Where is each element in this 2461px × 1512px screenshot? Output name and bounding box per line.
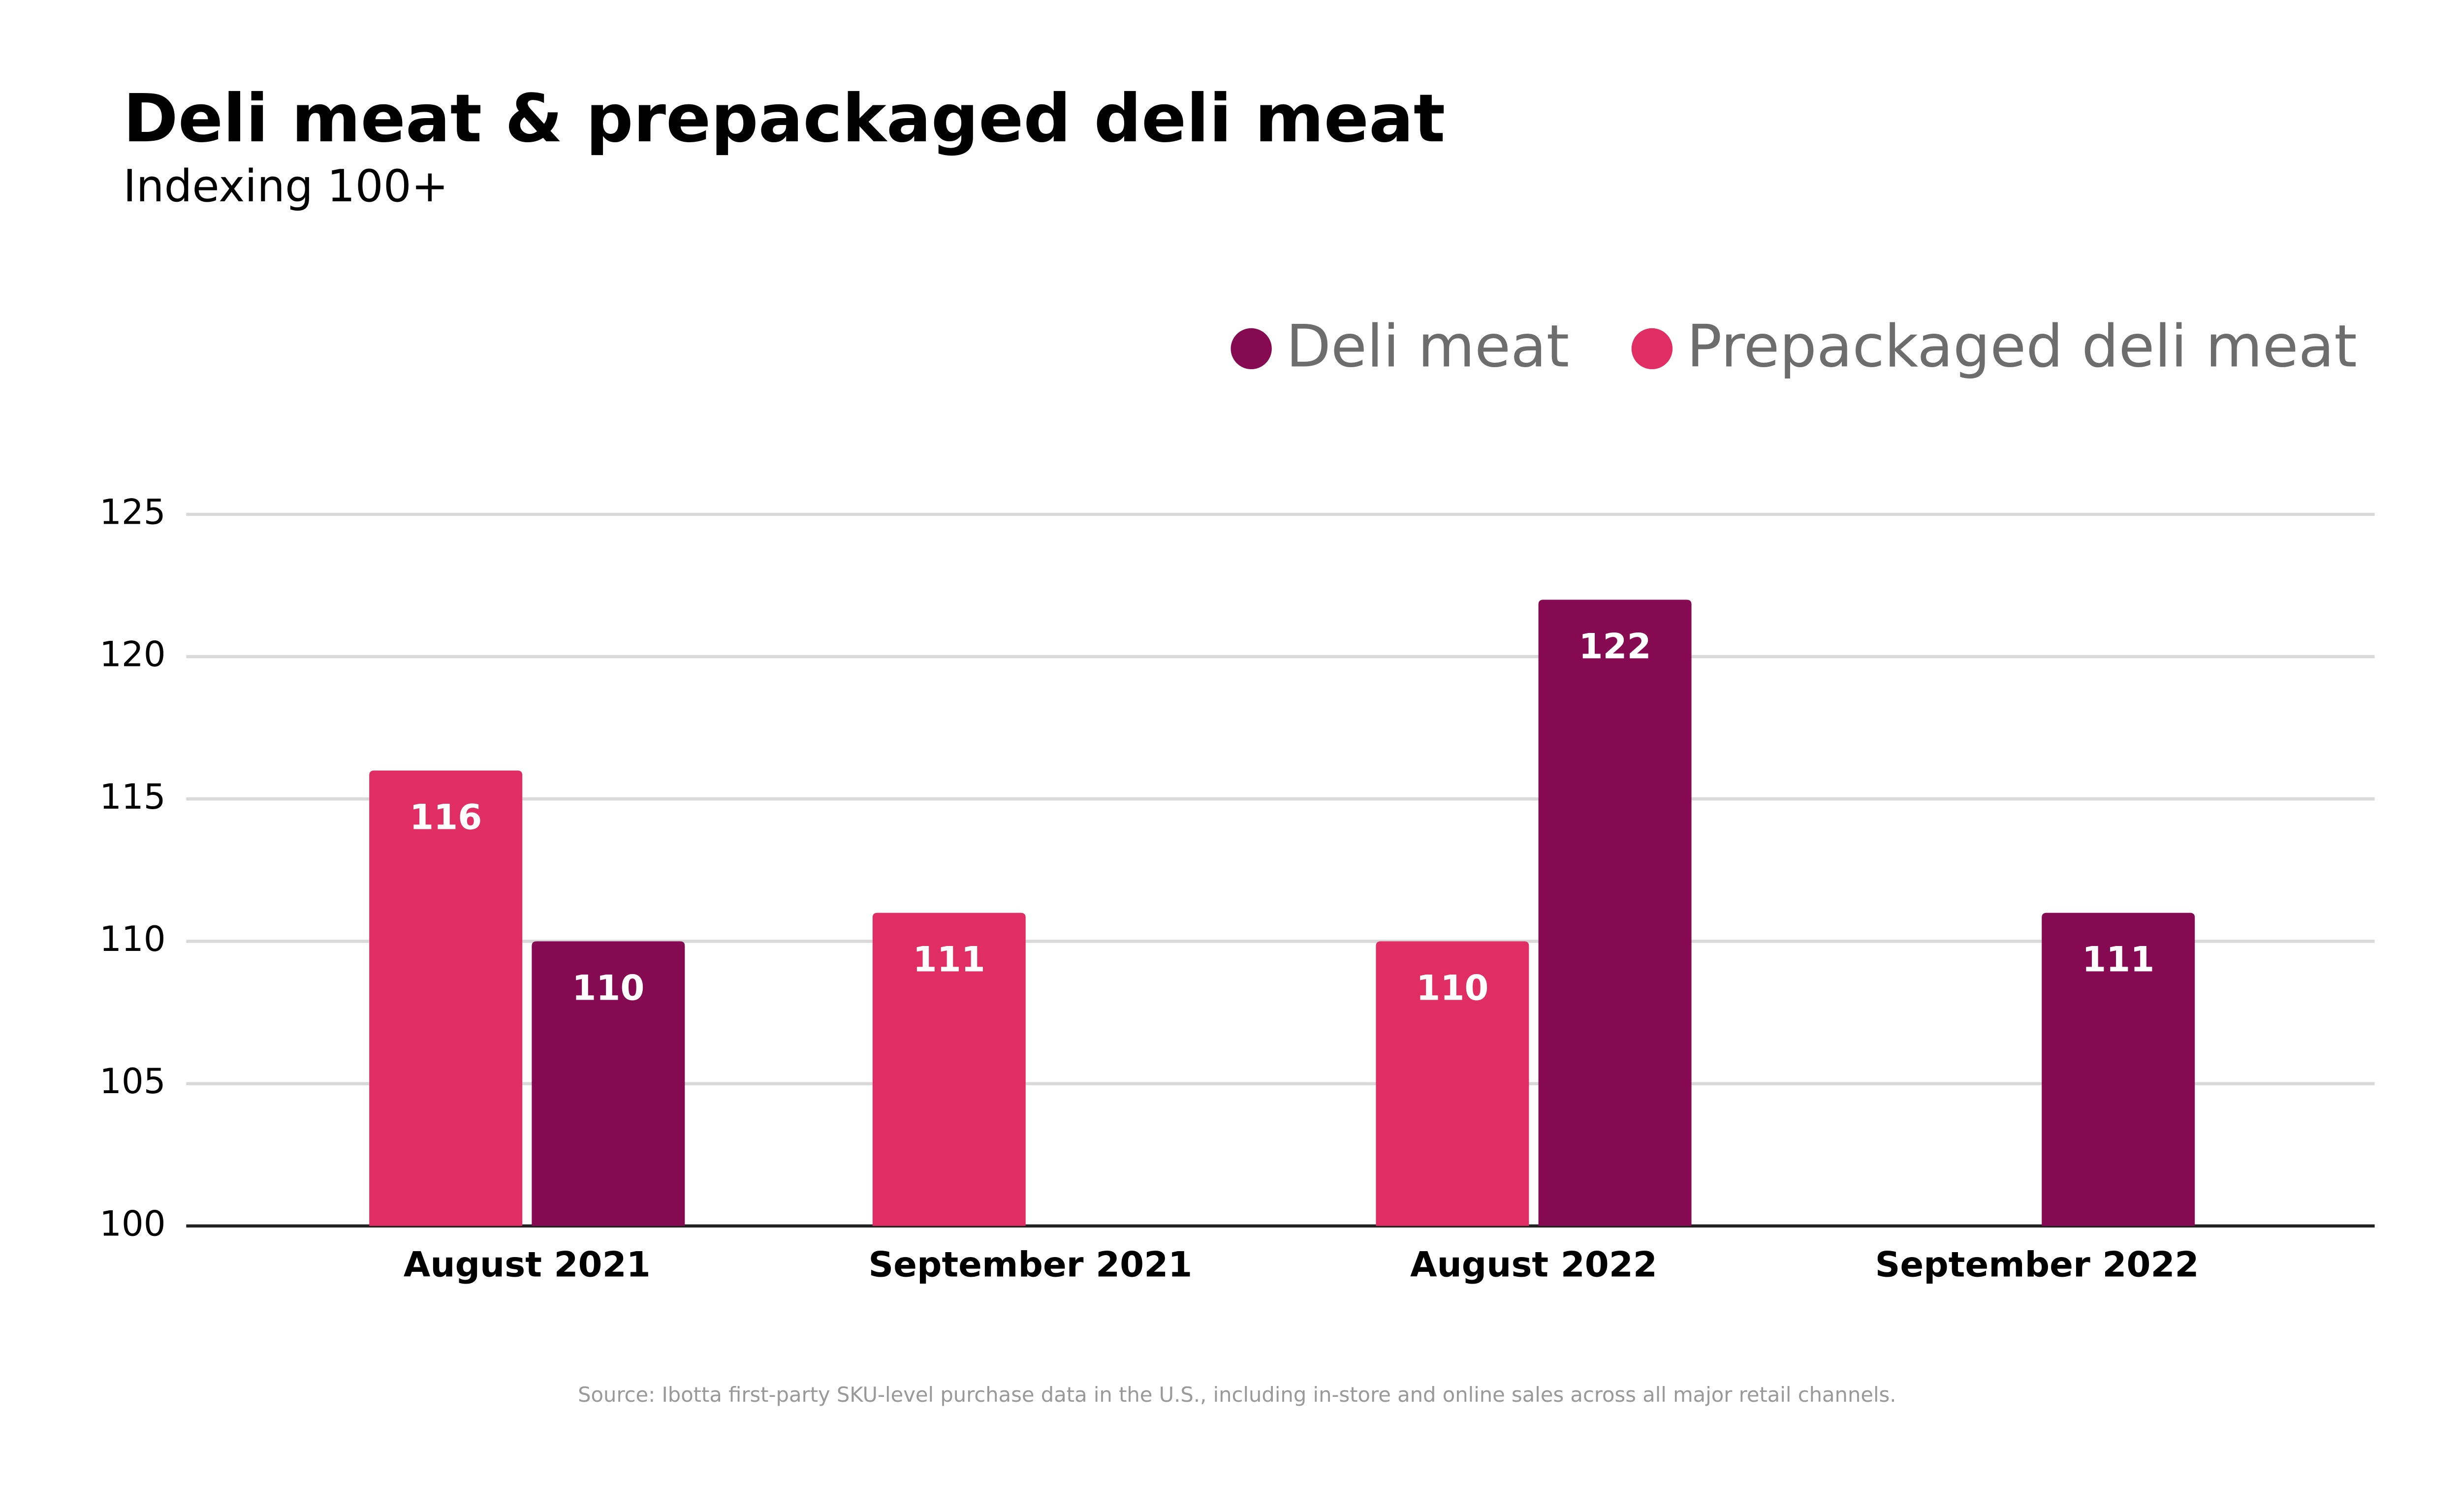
y-tick-label: 100 bbox=[99, 1203, 166, 1244]
y-tick-label: 115 bbox=[99, 777, 166, 817]
bar bbox=[369, 770, 523, 1226]
y-tick-label: 110 bbox=[99, 919, 166, 959]
legend-label: Prepackaged deli meat bbox=[1687, 312, 2357, 380]
value-label: 111 bbox=[913, 940, 985, 980]
bar bbox=[532, 941, 685, 1226]
legend-swatch bbox=[1631, 328, 1673, 370]
value-label: 111 bbox=[2082, 940, 2154, 980]
value-label: 110 bbox=[572, 968, 644, 1008]
value-label: 110 bbox=[1416, 968, 1488, 1008]
x-tick-label: September 2021 bbox=[868, 1245, 1192, 1285]
x-tick-label: September 2022 bbox=[1875, 1245, 2199, 1285]
y-tick-label: 105 bbox=[99, 1061, 166, 1102]
legend-swatch bbox=[1230, 328, 1272, 370]
x-tick-label: August 2021 bbox=[404, 1245, 651, 1285]
chart-title: Deli meat & prepackaged deli meat bbox=[123, 80, 1445, 157]
bar bbox=[1376, 941, 1529, 1226]
bar bbox=[872, 913, 1026, 1226]
x-tick-label: August 2022 bbox=[1410, 1245, 1657, 1285]
value-label: 122 bbox=[1578, 626, 1651, 666]
legend-label: Deli meat bbox=[1286, 312, 1570, 380]
bar bbox=[2042, 913, 2195, 1226]
bar bbox=[1538, 599, 1692, 1226]
value-label: 116 bbox=[410, 797, 482, 837]
chart-subtitle: Indexing 100+ bbox=[123, 161, 448, 212]
y-tick-label: 125 bbox=[99, 492, 166, 533]
source-note: Source: Ibotta first-party SKU-level pur… bbox=[578, 1383, 1896, 1407]
y-tick-label: 120 bbox=[99, 634, 166, 675]
